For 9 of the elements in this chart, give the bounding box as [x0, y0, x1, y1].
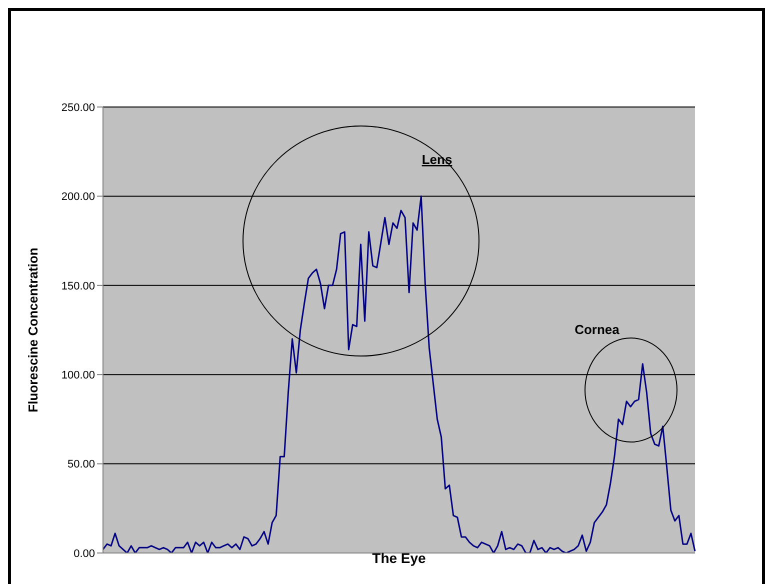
annotation: Cornea: [574, 322, 620, 337]
x-axis-title: The Eye: [372, 550, 426, 566]
y-tick-label: 200.00: [61, 191, 95, 204]
y-axis-title: Fluorescine Concentration: [26, 248, 41, 412]
y-tick-label: 0.00: [74, 548, 95, 560]
y-tick-label: 100.00: [61, 370, 95, 382]
y-tick-label: 50.00: [67, 458, 95, 471]
y-tick-label: 150.00: [61, 280, 95, 292]
y-tick-label: 250.00: [61, 102, 95, 114]
